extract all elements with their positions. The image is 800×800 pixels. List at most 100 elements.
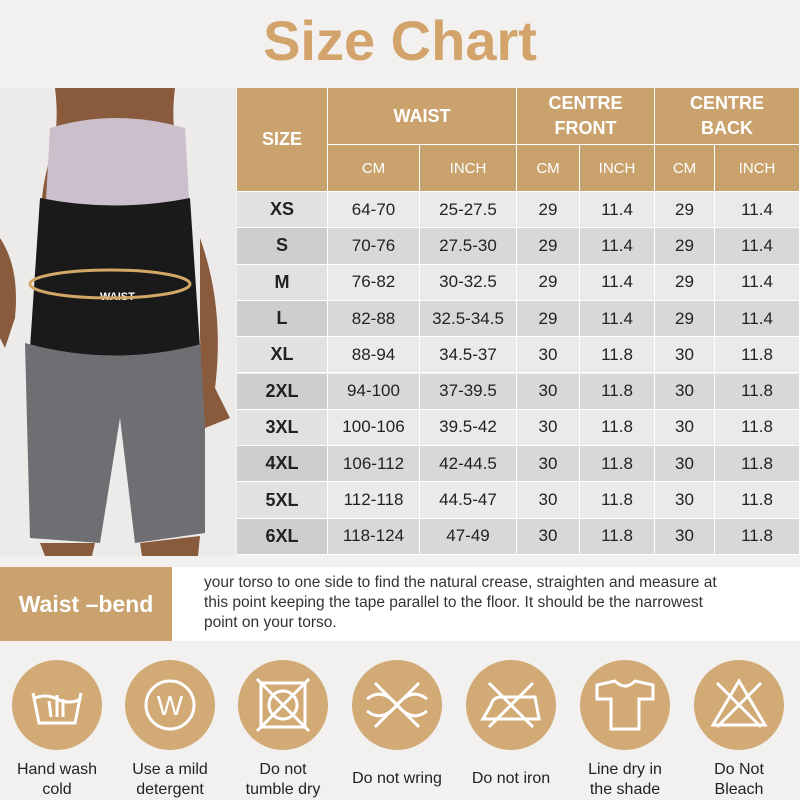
table-cell: 11.8 (580, 337, 655, 374)
table-cell: 29 (517, 192, 580, 229)
table-cell: 106-112 (328, 446, 420, 483)
table-cell: 11.8 (580, 373, 655, 410)
size-cell: S (237, 228, 328, 265)
unit-header: CM (328, 145, 420, 192)
care-label-line: Line dry in (588, 761, 662, 778)
care-label-line: Do not wring (352, 770, 442, 787)
table-cell: 11.4 (580, 228, 655, 265)
table-cell: 11.8 (580, 446, 655, 483)
table-cell: 30 (655, 409, 715, 447)
size-cell: XS (237, 192, 328, 229)
unit-header: CM (517, 145, 580, 192)
waist-bend-line: your torso to one side to find the natur… (204, 574, 717, 591)
size-cell: M (237, 264, 328, 301)
table-cell: 11.4 (580, 264, 655, 301)
table-cell: 11.8 (715, 409, 800, 447)
table-cell: 30 (517, 373, 580, 410)
table-cell: 11.4 (580, 192, 655, 229)
care-label-line: cold (42, 781, 72, 798)
care-label-line: detergent (136, 781, 204, 798)
table-cell: 29 (655, 228, 715, 265)
table-cell: 34.5-37 (420, 337, 517, 374)
table-cell: 29 (517, 264, 580, 301)
table-cell: 11.8 (580, 518, 655, 555)
svg-text:W: W (157, 690, 184, 721)
size-cell: XL (237, 337, 328, 374)
table-cell: 29 (655, 192, 715, 229)
size-cell: L (237, 300, 328, 338)
table-cell: 30-32.5 (420, 264, 517, 301)
table-cell: 30 (517, 337, 580, 374)
care-label-line: Bleach (714, 781, 764, 798)
table-cell: 11.4 (580, 300, 655, 338)
table-cell: 11.4 (715, 228, 800, 265)
table-cell: 30 (655, 518, 715, 555)
table-cell: 27.5-30 (420, 228, 517, 265)
table-cell: 70-76 (328, 228, 420, 265)
care-label: Do not tumble dry (226, 760, 340, 800)
table-cell: 30 (655, 337, 715, 374)
table-cell: 29 (655, 264, 715, 301)
size-cell: 6XL (237, 518, 328, 555)
table-cell: 118-124 (328, 518, 420, 555)
table-cell: 11.4 (715, 192, 800, 229)
table-cell: 11.4 (715, 300, 800, 338)
care-icons: W (12, 660, 784, 750)
group-header: WAIST (328, 88, 517, 145)
table-cell: 11.8 (715, 482, 800, 519)
unit-header: INCH (420, 145, 517, 192)
table-cell: 11.8 (580, 409, 655, 447)
table-cell: 29 (655, 300, 715, 338)
table-cell: 47-49 (420, 518, 517, 555)
table-cell: 42-44.5 (420, 446, 517, 483)
size-cell: 4XL (237, 446, 328, 483)
table-cell: 76-82 (328, 264, 420, 301)
unit-header: CM (655, 145, 715, 192)
group-header: CENTRE BACK (655, 88, 800, 145)
waist-bend-line: this point keeping the tape parallel to … (204, 594, 703, 611)
table-cell: 44.5-47 (420, 482, 517, 519)
waist-bend-label: Waist –bend (0, 567, 172, 641)
waist-bend-text: your torso to one side to find the natur… (172, 567, 800, 641)
care-label-line: Hand wash (16, 761, 98, 778)
care-label-line: Do Not (714, 761, 764, 778)
care-label-line: Do not iron (471, 770, 551, 787)
table-cell: 11.4 (715, 264, 800, 301)
table-cell: 30 (517, 446, 580, 483)
care-label-line: Do not (259, 761, 307, 778)
group-header: CENTRE FRONT (517, 88, 655, 145)
care-label: Do not wring (340, 769, 454, 789)
table-cell: 11.8 (715, 373, 800, 410)
care-label: Line dry in the shade (568, 760, 682, 800)
table-cell: 39.5-42 (420, 409, 517, 447)
table-cell: 11.8 (715, 337, 800, 374)
unit-header: INCH (715, 145, 800, 192)
table-cell: 112-118 (328, 482, 420, 519)
care-label-line: the shade (589, 781, 661, 798)
table-cell: 29 (517, 300, 580, 338)
group-header-text: CENTRE FRONT (548, 93, 623, 138)
table-cell: 11.8 (715, 518, 800, 555)
table-cell: 30 (517, 482, 580, 519)
care-label: Hand wash cold (0, 760, 114, 800)
table-cell: 88-94 (328, 337, 420, 374)
care-icon-circle (580, 660, 670, 750)
group-header-text: CENTRE BACK (689, 93, 764, 138)
size-cell: 2XL (237, 373, 328, 410)
table-cell: 82-88 (328, 300, 420, 338)
care-label-line: tumble dry (245, 781, 321, 798)
table-cell: 37-39.5 (420, 373, 517, 410)
care-icon-circle (125, 660, 215, 750)
size-header: SIZE (237, 88, 328, 192)
title: Size Chart (263, 9, 537, 72)
table-cell: 11.8 (580, 482, 655, 519)
care-label: Do not iron (454, 769, 568, 789)
table-cell: 29 (517, 228, 580, 265)
table-cell: 30 (655, 373, 715, 410)
table-cell: 11.8 (715, 446, 800, 483)
table-cell: 30 (655, 482, 715, 519)
group-header-text: WAIST (393, 105, 451, 126)
table-cell: 25-27.5 (420, 192, 517, 229)
care-label-line: Use a mild (132, 761, 208, 778)
